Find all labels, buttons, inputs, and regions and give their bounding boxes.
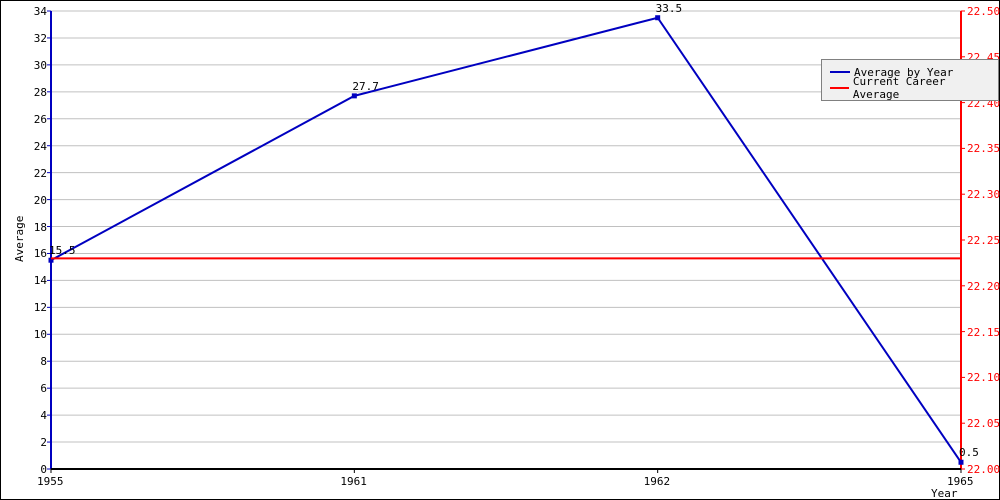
chart-container: 024681012141618202224262830323422.0022.0…	[0, 0, 1000, 500]
y-left-tick-label: 10	[17, 328, 47, 341]
legend-swatch	[830, 71, 850, 73]
x-tick-label: 1961	[340, 475, 367, 488]
y-right-tick-label: 22.05	[967, 417, 1000, 430]
y-left-tick-label: 32	[17, 32, 47, 45]
y-right-tick-label: 22.20	[967, 280, 1000, 293]
legend: Average by YearCurrent Career Average	[821, 59, 999, 101]
y-left-tick-label: 28	[17, 86, 47, 99]
y-right-tick-label: 22.50	[967, 5, 1000, 18]
data-point-label: 27.7	[352, 80, 379, 93]
y-right-tick-label: 22.25	[967, 234, 1000, 247]
y-right-tick-label: 22.10	[967, 371, 1000, 384]
y-left-tick-label: 6	[17, 382, 47, 395]
y-left-tick-label: 14	[17, 274, 47, 287]
y-left-tick-label: 24	[17, 140, 47, 153]
y-left-tick-label: 2	[17, 436, 47, 449]
y-left-tick-label: 4	[17, 409, 47, 422]
x-tick-label: 1955	[37, 475, 64, 488]
y-left-tick-label: 22	[17, 167, 47, 180]
y-left-tick-label: 26	[17, 113, 47, 126]
data-point-label: 15.5	[49, 244, 76, 257]
y-left-axis-title: Average	[13, 216, 26, 262]
data-point-label: 0.5	[959, 446, 979, 459]
y-right-tick-label: 22.35	[967, 142, 1000, 155]
y-left-tick-label: 8	[17, 355, 47, 368]
x-tick-label: 1962	[644, 475, 671, 488]
y-left-tick-label: 34	[17, 5, 47, 18]
legend-item: Current Career Average	[830, 80, 990, 96]
y-left-tick-label: 30	[17, 59, 47, 72]
legend-swatch	[830, 87, 849, 89]
y-left-tick-label: 20	[17, 194, 47, 207]
y-left-tick-label: 12	[17, 301, 47, 314]
data-point-label: 33.5	[656, 2, 683, 15]
y-right-tick-label: 22.15	[967, 326, 1000, 339]
legend-label: Current Career Average	[853, 75, 990, 101]
y-right-tick-label: 22.30	[967, 188, 1000, 201]
x-axis-title: Year	[931, 487, 958, 500]
